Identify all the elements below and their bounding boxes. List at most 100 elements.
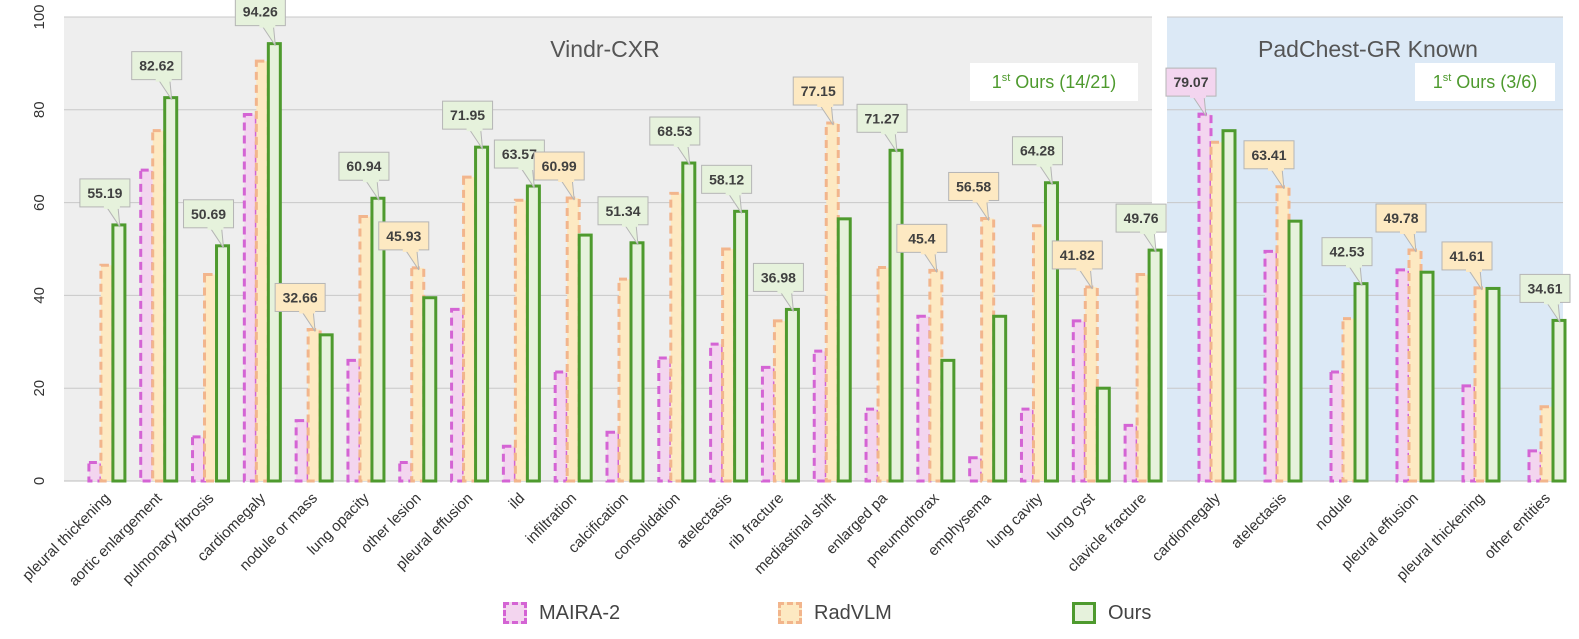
annotation-nodule: 42.53 [1321,237,1373,286]
bars [87,42,1163,483]
annotation-joint [777,289,794,294]
bar-ours-rib-fracture [784,307,800,483]
bar-ours-atelectasis [733,209,749,483]
bar-ours-lung-cyst [1095,386,1111,483]
annotation-joint [1544,300,1560,305]
bar-ours-pleural-thickening [111,223,127,483]
bar-radvlm-cardiomegaly [254,59,270,483]
x-tick-label-lung-cyst: lung cyst [1044,489,1098,543]
bar-maira-other-entities [1527,449,1543,483]
bar-maira-consolidation [657,356,673,483]
annotation-calcification: 51.34 [597,196,649,246]
annotation-box [131,51,183,81]
annotation-joint [1400,230,1416,235]
bar-radvlm-rib-fracture [772,319,788,483]
annotation-cardiomegaly: 79.07 [1165,67,1217,117]
annotation-joint [622,222,638,227]
bar-ours-nodule [1353,282,1369,483]
bar-radvlm-pleural-effusion [462,175,478,483]
annotation-box [1051,240,1103,270]
bar-radvlm-aortic-enlargement [151,129,167,483]
bar-radvlm-cardiomegaly [1209,140,1225,483]
bar-ours-infiltration [577,233,593,483]
bar-maira-emphysema [968,456,984,483]
bar-radvlm-enlarged-pa [876,266,892,483]
annotation-lung-opacity: 60.94 [338,151,390,201]
legend-label-maira: MAIRA-2 [539,601,621,624]
bar-maira-ild [501,444,517,483]
bar-radvlm-mediastinal-shift [824,121,840,483]
bar-ours-other-lesion [422,296,438,483]
annotation-joint [1268,166,1284,171]
annotation-value: 71.27 [865,110,900,126]
bar-maira-pleural-thickening [1461,384,1477,483]
annotation-joint [972,198,989,203]
ranking-badge: 1st Ours (3/6) [1415,63,1555,101]
annotation-box [1243,140,1295,170]
bar-radvlm-ild [513,198,529,483]
bar-radvlm-nodule-or-mass [306,327,322,483]
bar-radvlm-pleural-thickening [99,263,115,483]
annotation-nodule-or-mass: 32.66 [274,282,326,332]
annotation-pleural-effusion: 71.95 [442,100,494,150]
annotation-box [338,151,390,181]
annotation-aortic-enlargement: 82.62 [131,51,183,100]
bar-ours-other-entities [1551,318,1567,483]
bar-ours-consolidation [681,161,697,483]
annotation-value: 45.4 [908,230,935,246]
annotation-joint [673,143,690,148]
annotation-joint [725,191,742,196]
annotation-joint [402,247,419,252]
annotation-joint [1190,94,1206,99]
bar-radvlm-pleural-thickening [1473,286,1489,483]
annotation-box [1519,273,1571,303]
bar-radvlm-pulmonary-fibrosis [203,273,219,483]
bar-radvlm-calcification [617,277,633,483]
bar-maira-pleural-thickening [87,460,103,483]
annotation-other-entities: 34.61 [1519,273,1571,323]
annotation-box [896,223,948,253]
bar-maira-other-lesion [398,460,414,483]
annotation-atelectasis: 63.41 [1243,140,1295,190]
bar-ours-lung-cavity [1043,181,1059,483]
bar-maira-nodule-or-mass [294,419,310,483]
annotation-value: 36.98 [761,269,796,285]
bar-radvlm-atelectasis [721,247,737,483]
annotation-pleural-thickening: 55.19 [79,178,131,228]
annotation-joint [466,127,483,132]
bar-maira-atelectasis [1263,249,1279,483]
annotation-value: 49.78 [1383,210,1418,226]
annotation-joint [362,178,379,183]
annotation-joint [207,225,224,230]
bar-radvlm-lung-cyst [1083,285,1099,483]
annotation-value: 60.94 [346,158,381,174]
bar-ours-mediastinal-shift [836,217,852,483]
bar-ours-pleural-thickening [1485,286,1501,483]
bar-ours-clavicle-fracture [1147,248,1163,483]
bar-radvlm-pneumothorax [928,268,944,483]
x-tick-label-atelectasis: atelectasis [1228,490,1290,552]
x-tick-label-nodule: nodule [1312,490,1356,534]
legend-item-maira: MAIRA-2 [503,598,620,628]
annotations: 55.19 82.62 50.69 94.26 32.66 60.94 45.93 71.95… [79,0,1167,332]
annotation-clavicle-fracture: 49.76 [1115,203,1167,253]
bar-radvlm-clavicle-fracture [1135,273,1151,483]
x-tick-label-ild: ild [506,490,529,513]
x-tick-label-cardiomegaly: cardiomegaly [1149,489,1224,564]
chart-panel-padchest-gr-known: PadChest-GR Known cardiomegaly atelectasis… [1149,16,1571,584]
annotation-value: 63.41 [1251,147,1286,163]
bar-radvlm-other-entities [1539,405,1555,483]
annotation-joint [1466,267,1482,272]
bar-maira-calcification [605,430,621,483]
annotation-atelectasis: 58.12 [701,164,753,214]
bar-radvlm-lung-opacity [358,215,374,483]
annotation-joint [259,23,276,28]
y-tick-label: 100 [31,4,48,29]
annotation-box [649,116,701,146]
annotation-box [79,178,131,208]
annotation-mediastinal-shift: 77.15 [792,76,844,126]
bar-maira-pneumothorax [916,314,932,483]
y-axis: 0 20 40 60 80 100 [31,4,48,485]
y-tick-label: 80 [31,101,48,118]
ranking-badge: 1st Ours (14/21) [970,63,1138,101]
